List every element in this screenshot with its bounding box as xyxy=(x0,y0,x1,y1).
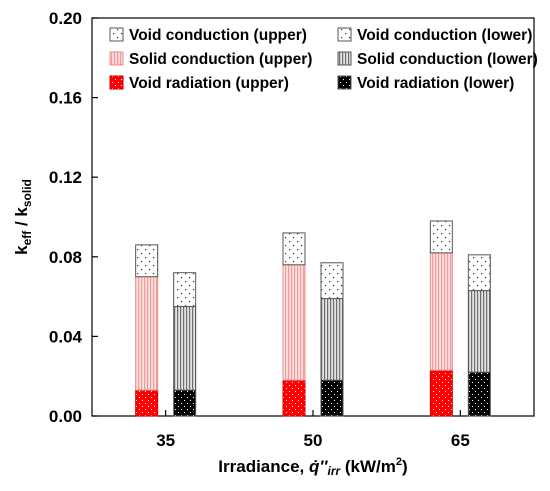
legend-label: Solid conduction (lower) xyxy=(357,51,538,68)
legend-swatch xyxy=(109,27,124,42)
y-tick-label: 0.08 xyxy=(49,248,82,267)
bar-segment-void-upper-50 xyxy=(282,232,306,266)
bar-segment-solid-lower-50 xyxy=(320,298,344,381)
legend-swatch xyxy=(109,75,124,90)
legend-item: Solid conduction (lower) xyxy=(337,51,538,68)
y-axis-title-solid-subscript: solid xyxy=(20,179,34,207)
bar-segment-void-lower-35 xyxy=(173,272,197,308)
legend-item: Void radiation (lower) xyxy=(337,75,514,92)
y-axis-title-separator: / k xyxy=(12,207,31,231)
legend-item: Solid conduction (upper) xyxy=(109,51,312,68)
bar-segment-void-lower-65 xyxy=(467,254,491,292)
y-axis-title-k-eff: k xyxy=(12,245,31,255)
legend-label: Void conduction (upper) xyxy=(129,27,307,44)
legend-label: Void radiation (upper) xyxy=(129,75,289,92)
legend-label: Void radiation (lower) xyxy=(357,75,514,92)
x-tick-label: 35 xyxy=(156,431,175,450)
x-tick-label: 65 xyxy=(451,431,470,450)
x-axis-title-symbol-subscript: irr xyxy=(327,464,341,478)
x-axis-title-unit: (kW/m xyxy=(340,457,396,476)
bar-segment-radiation-upper-50 xyxy=(282,379,306,417)
bar-segment-void-upper-35 xyxy=(135,244,159,278)
y-axis-title-eff-subscript: eff xyxy=(20,230,34,246)
x-axis-title-unit-close: ) xyxy=(402,457,408,476)
legend-item: Void conduction (upper) xyxy=(109,27,307,44)
legend-label: Void conduction (lower) xyxy=(357,27,532,44)
legend-swatch xyxy=(109,51,124,66)
legend-swatch xyxy=(337,51,352,66)
x-axis-title: Irradiance, q̇''irr (kW/m2) xyxy=(218,456,407,478)
bar-segment-radiation-lower-50 xyxy=(320,379,344,417)
y-tick-label: 0.04 xyxy=(49,327,83,346)
legend-label: Solid conduction (upper) xyxy=(129,51,312,68)
x-tick-label: 50 xyxy=(304,431,323,450)
bar-segment-radiation-lower-35 xyxy=(173,389,197,417)
plot-area: 0.00 0.04 0.08 0.12 0.16 0.20 35 50 65 xyxy=(49,9,535,450)
legend-item: Void radiation (upper) xyxy=(109,75,289,92)
bar-segment-radiation-upper-35 xyxy=(135,389,159,417)
bar-segment-solid-upper-65 xyxy=(429,252,453,371)
bar-segment-solid-lower-65 xyxy=(467,290,491,373)
x-axis-ticks: 35 50 65 xyxy=(156,410,470,450)
y-axis-ticks: 0.00 0.04 0.08 0.12 0.16 0.20 xyxy=(49,9,98,426)
bars xyxy=(135,220,491,417)
bar-segment-radiation-lower-65 xyxy=(467,371,491,417)
x-axis-title-unit-superscript: 2 xyxy=(396,456,402,468)
legend-swatch xyxy=(337,75,352,90)
y-tick-label: 0.20 xyxy=(49,9,82,28)
bar-segment-void-lower-50 xyxy=(320,262,344,300)
legend-swatch xyxy=(337,27,352,42)
y-tick-label: 0.00 xyxy=(49,407,82,426)
legend-item: Void conduction (lower) xyxy=(337,27,532,44)
bar-segment-solid-lower-35 xyxy=(173,306,197,391)
bar-segment-solid-upper-50 xyxy=(282,264,306,381)
x-axis-title-label: Irradiance, xyxy=(218,457,309,476)
legend: Void conduction (upper) Void conduction (… xyxy=(109,27,538,92)
x-axis-title-symbol: q̇'' xyxy=(309,457,328,476)
y-tick-label: 0.12 xyxy=(49,168,82,187)
y-tick-label: 0.16 xyxy=(49,89,82,108)
bar-segment-void-upper-65 xyxy=(429,220,453,254)
bar-segment-radiation-upper-65 xyxy=(429,369,453,417)
y-axis-title: keff / ksolid xyxy=(12,179,34,255)
bar-segment-solid-upper-35 xyxy=(135,276,159,391)
